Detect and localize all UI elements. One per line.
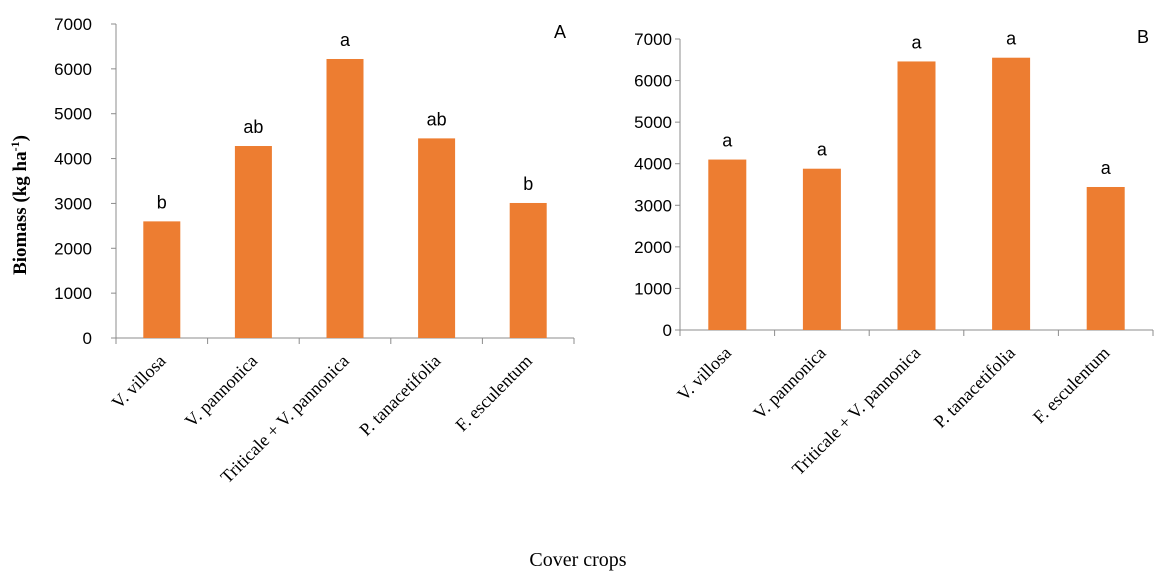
y-tick-label: 4000 — [634, 155, 672, 174]
y-tick-label: 1000 — [54, 284, 92, 303]
panel-b-chart: 0 1000 2000 3000 4000 5000 6000 7000 a V. villosa… — [634, 27, 1154, 479]
bar-b-4 — [992, 57, 1031, 330]
significance-letter: a — [817, 140, 828, 160]
y-tick-label: 0 — [663, 321, 672, 340]
y-tick-label: 3000 — [54, 194, 92, 213]
bar-b-3 — [897, 61, 936, 330]
y-tick-label: 3000 — [634, 196, 672, 215]
panel-label-a: A — [554, 22, 566, 42]
category-label: F. esculentum — [451, 351, 536, 436]
y-tick-label: 4000 — [54, 150, 92, 169]
category-label: V. pannonica — [181, 351, 261, 431]
bar-b-1 — [708, 159, 747, 330]
panel-label-b: B — [1137, 27, 1149, 47]
significance-letter: ab — [243, 117, 263, 137]
significance-letter: a — [911, 32, 922, 52]
significance-letter: b — [157, 192, 167, 212]
significance-letter: a — [722, 131, 733, 151]
bar-b-2 — [802, 168, 841, 330]
y-tick-label: 2000 — [634, 238, 672, 257]
bar-a-5 — [509, 202, 547, 338]
category-label: V. pannonica — [749, 343, 829, 423]
y-tick-label: 5000 — [54, 105, 92, 124]
y-tick-label: 7000 — [54, 15, 92, 34]
bar-a-4 — [418, 138, 456, 338]
panel-a-chart: 0 1000 2000 3000 4000 5000 6000 7000 b V. villosa… — [54, 15, 575, 487]
significance-letter: a — [340, 30, 351, 50]
y-tick-label: 2000 — [54, 239, 92, 258]
x-axis-label: Cover crops — [529, 549, 626, 571]
y-tick-label: 0 — [83, 329, 92, 348]
bar-a-3 — [326, 58, 364, 338]
significance-letter: b — [523, 174, 533, 194]
bar-a-2 — [234, 146, 272, 338]
bar-a-1 — [143, 221, 181, 338]
y-tick-label: 7000 — [634, 30, 672, 49]
category-label: F. esculentum — [1029, 343, 1114, 428]
category-label: P. tanacetifolia — [930, 343, 1019, 432]
y-tick-label: 1000 — [634, 279, 672, 298]
category-label: P. tanacetifolia — [355, 351, 444, 440]
significance-letter: a — [1006, 29, 1017, 49]
significance-letter: ab — [427, 109, 447, 129]
significance-letter: a — [1101, 158, 1112, 178]
category-label: V. villosa — [108, 351, 170, 413]
category-label: V. villosa — [673, 343, 735, 405]
y-tick-label: 6000 — [634, 72, 672, 91]
y-tick-label: 5000 — [634, 113, 672, 132]
y-tick-label: 6000 — [54, 60, 92, 79]
bar-b-5 — [1086, 186, 1125, 330]
y-axis-label: Biomass (kg ha-1) — [8, 135, 31, 275]
